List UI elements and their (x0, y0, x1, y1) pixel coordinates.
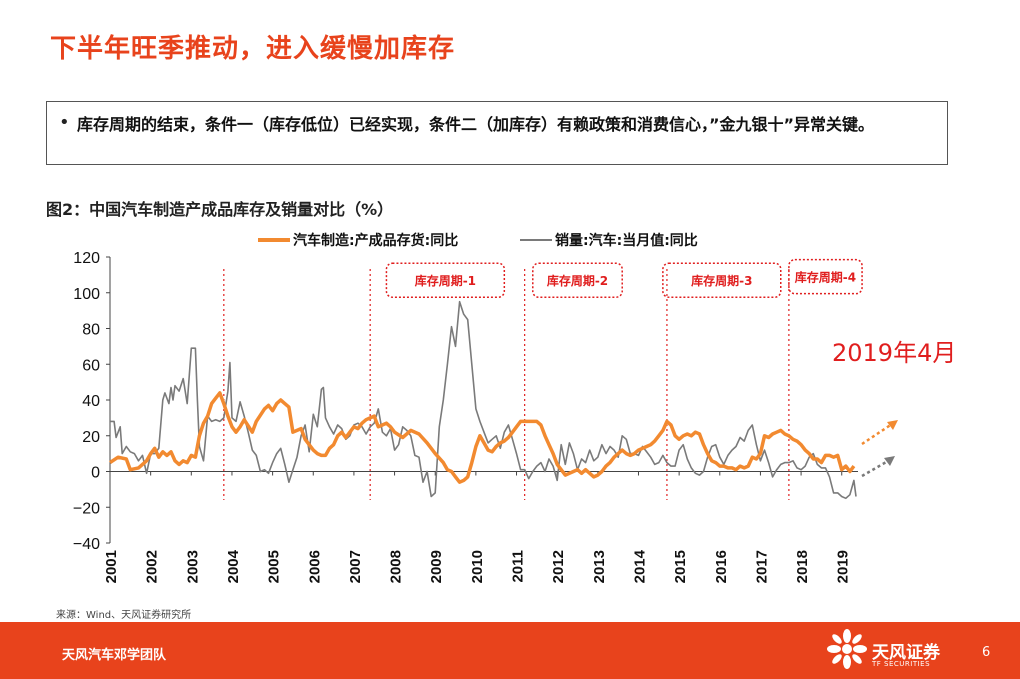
legend-label: 销量:汽车:当月值:同比 (555, 232, 698, 249)
x-tick-label: 2012 (550, 550, 567, 583)
cycle-label: 库存周期-1 (415, 273, 476, 288)
cycle-label-box (532, 262, 623, 298)
figure-title: 图2：中国汽车制造产成品库存及销量对比（%） (46, 200, 394, 219)
footer-team: 天风汽车邓学团队 (62, 648, 167, 663)
x-tick-label: 2008 (388, 550, 405, 583)
series-line (110, 300, 857, 500)
page-title: 下半年旺季推动，进入缓慢加库存 (50, 34, 456, 64)
logo-subtext: TF SECURITIES (872, 660, 931, 668)
x-tick-label: 2015 (672, 550, 689, 583)
x-tick-label: 2018 (794, 550, 811, 583)
gray-trend-arrow (861, 459, 889, 478)
source-note: 来源：Wind、天风证券研究所 (56, 610, 192, 621)
x-tick-label: 2017 (753, 550, 770, 583)
orange-trend-arrow (861, 422, 893, 446)
cycle-label-box (788, 258, 863, 295)
y-tick-label: 80 (82, 322, 100, 339)
flower-logo-icon (827, 629, 867, 669)
x-tick-label: 2004 (225, 549, 242, 583)
y-tick-label: −20 (73, 500, 100, 517)
bullet-dot: • (59, 112, 70, 133)
x-tick-label: 2009 (428, 550, 445, 583)
y-tick-label: 20 (82, 429, 100, 446)
x-tick-label: 2014 (631, 549, 648, 583)
cycle-label: 库存周期-2 (547, 273, 608, 288)
y-tick-label: 120 (73, 250, 100, 267)
series-line (109, 391, 856, 484)
x-tick-label: 2013 (591, 550, 608, 583)
date-annotation: 2019年4月 (832, 339, 956, 367)
y-tick-label: 100 (73, 286, 100, 303)
summary-text: 库存周期的结束，条件一（库存低位）已经实现，条件二（加库存）有赖政策和消费信心，… (77, 115, 875, 134)
cycle-label-box (385, 262, 506, 298)
y-tick-label: 0 (91, 465, 100, 482)
cycle-label: 库存周期-3 (691, 273, 752, 288)
summary-box: • 库存周期的结束，条件一（库存低位）已经实现，条件二（加库存）有赖政策和消费信… (46, 101, 948, 165)
x-tick-label: 2006 (306, 550, 323, 583)
y-tick-label: −40 (73, 536, 100, 553)
x-tick-label: 2003 (184, 550, 201, 583)
orange-arrowhead (887, 420, 898, 430)
x-tick-label: 2002 (144, 550, 161, 583)
cycle-label: 库存周期-4 (795, 270, 856, 285)
gray-arrowhead (884, 456, 895, 466)
x-tick-label: 2001 (103, 550, 120, 583)
legend-label: 汽车制造:产成品存货:同比 (293, 232, 458, 249)
x-tick-label: 2011 (510, 550, 527, 583)
cycle-label-box (662, 262, 782, 298)
x-tick-label: 2005 (266, 550, 283, 583)
y-tick-label: 40 (82, 393, 100, 410)
page-number: 6 (982, 645, 991, 660)
x-tick-label: 2010 (469, 550, 486, 583)
y-tick-label: 60 (82, 357, 100, 374)
x-tick-label: 2007 (347, 550, 364, 583)
x-tick-label: 2019 (835, 550, 852, 583)
x-tick-label: 2016 (713, 550, 730, 583)
logo-text: 天风证券 (872, 643, 940, 663)
